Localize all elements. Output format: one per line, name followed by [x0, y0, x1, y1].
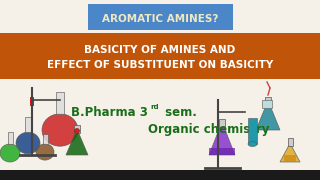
Bar: [0, 170, 320, 180]
Bar: [262, 100, 272, 108]
Ellipse shape: [16, 132, 40, 154]
Text: B.Pharma 3: B.Pharma 3: [71, 105, 148, 118]
Bar: [30, 97, 34, 103]
Bar: [7, 132, 12, 144]
Text: EFFECT OF SUBSTITUENT ON BASICITY: EFFECT OF SUBSTITUENT ON BASICITY: [47, 60, 273, 70]
Bar: [88, 4, 233, 30]
Bar: [265, 97, 271, 105]
Text: AROMATIC AMINES?: AROMATIC AMINES?: [102, 14, 218, 24]
Bar: [25, 117, 31, 132]
Bar: [0, 79, 320, 174]
Ellipse shape: [248, 141, 257, 147]
Bar: [0, 0, 320, 52]
Ellipse shape: [42, 114, 78, 146]
Bar: [219, 119, 225, 127]
Bar: [287, 138, 292, 146]
Ellipse shape: [0, 144, 20, 162]
Text: sem.: sem.: [161, 105, 197, 118]
Polygon shape: [256, 105, 280, 130]
Bar: [56, 92, 64, 114]
Text: BASICITY OF AMINES AND: BASICITY OF AMINES AND: [84, 45, 236, 55]
Bar: [0, 33, 320, 79]
Polygon shape: [280, 146, 300, 162]
Ellipse shape: [75, 129, 79, 134]
Text: Organic chemistry: Organic chemistry: [148, 123, 269, 136]
Bar: [74, 125, 80, 133]
Bar: [248, 118, 257, 144]
Bar: [0, 0, 320, 52]
Bar: [284, 155, 296, 162]
Bar: [43, 134, 47, 144]
Ellipse shape: [36, 144, 54, 160]
Bar: [209, 148, 235, 155]
Polygon shape: [66, 133, 88, 155]
Text: rd: rd: [150, 104, 159, 110]
Polygon shape: [209, 127, 235, 155]
Bar: [30, 103, 34, 106]
